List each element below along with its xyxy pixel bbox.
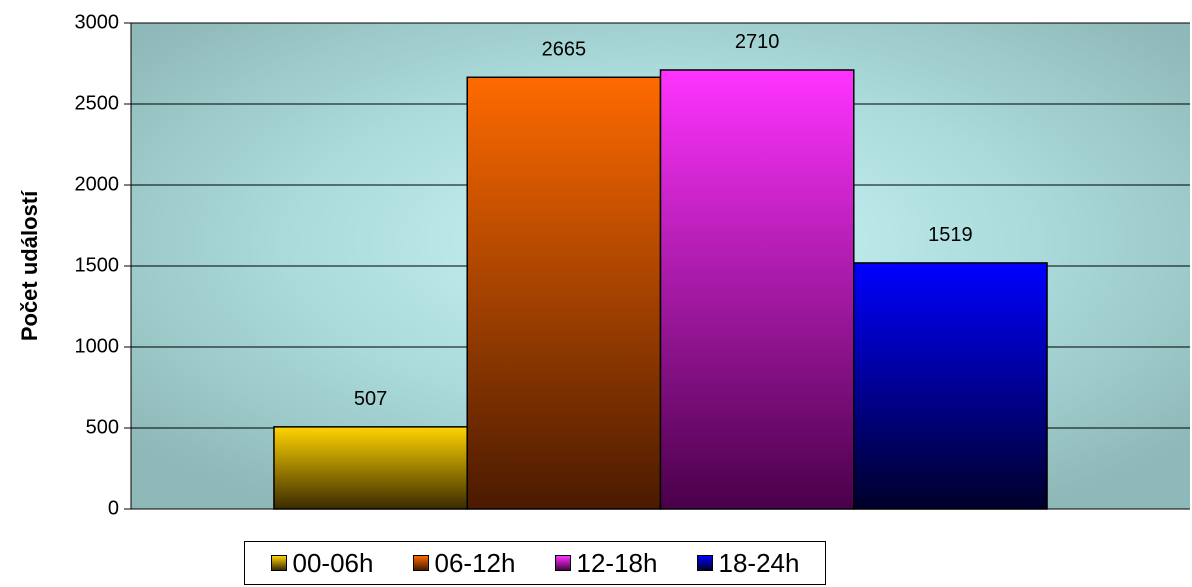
legend-item: 18-24h: [696, 547, 800, 579]
legend-swatch: [412, 555, 429, 571]
bar-18-24h: [853, 262, 1048, 510]
bar-chart: 0 500 1000 1500 2000 2500 3000 507 2665 2710 1519…: [17, 11, 1190, 519]
legend-swatch: [270, 555, 287, 571]
legend: 00-06h 06-12h 12-18h 18-24h: [244, 541, 826, 585]
y-tick-label: 2000: [75, 173, 120, 195]
bars: [273, 69, 1048, 510]
y-axis-label: Počet událostí: [17, 190, 42, 341]
y-tick-label: 1500: [75, 254, 120, 276]
legend-label: 12-18h: [576, 547, 658, 578]
legend-label: 06-12h: [434, 547, 516, 578]
legend-swatch: [554, 555, 571, 571]
data-label: 507: [354, 388, 387, 410]
data-label: 2665: [542, 38, 587, 60]
legend-item: 12-18h: [554, 547, 658, 579]
y-tick-label: 3000: [75, 11, 120, 33]
bar-00-06h: [273, 426, 468, 510]
legend-item: 00-06h: [270, 547, 374, 579]
y-tick-label: 0: [108, 497, 119, 519]
axes: 0 500 1000 1500 2000 2500 3000: [75, 11, 1190, 519]
data-labels: 507 2665 2710 1519: [354, 31, 973, 410]
y-tick-label: 1000: [75, 335, 120, 357]
bar-12-18h: [659, 69, 855, 510]
y-tick-label: 500: [86, 416, 119, 438]
legend-label: 18-24h: [718, 547, 800, 578]
y-tick-label: 2500: [75, 92, 120, 114]
legend-label: 00-06h: [292, 547, 374, 578]
legend-swatch: [696, 555, 713, 571]
data-label: 2710: [735, 31, 780, 53]
bar-06-12h: [466, 76, 662, 510]
data-label: 1519: [928, 224, 973, 246]
legend-item: 06-12h: [412, 547, 516, 579]
